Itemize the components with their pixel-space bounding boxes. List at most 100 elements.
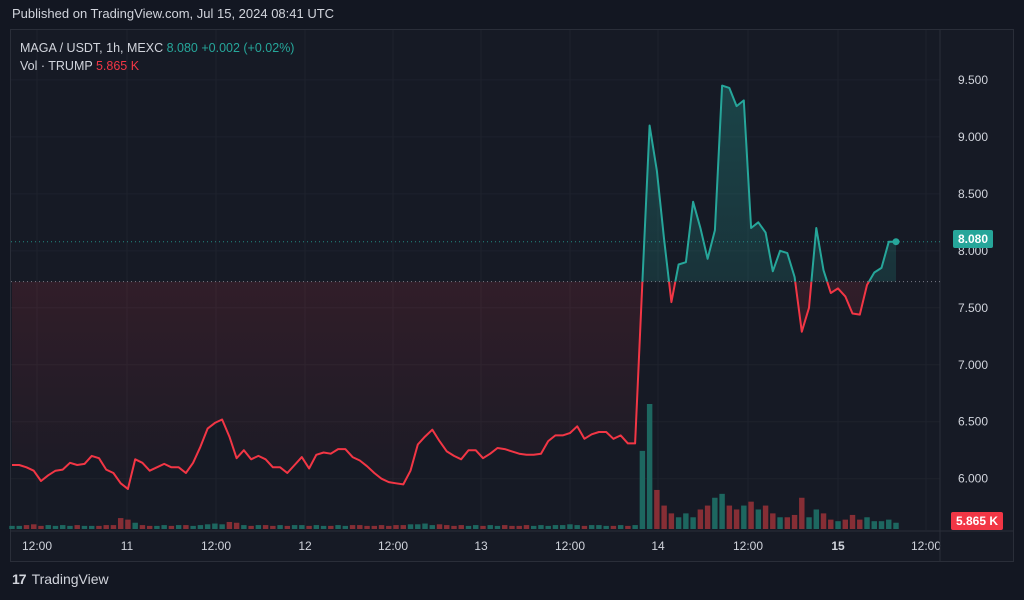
volume-bar: [386, 525, 392, 529]
volume-bar: [335, 525, 341, 529]
volume-bar: [117, 518, 124, 529]
x-tick-label: 12:00: [911, 539, 941, 553]
volume-bar: [697, 509, 704, 529]
volume-bar: [146, 525, 153, 529]
volume-bar: [603, 525, 609, 529]
volume-bar: [262, 525, 269, 529]
volume-bar: [770, 513, 776, 529]
footer-brand[interactable]: 17 TradingView: [12, 571, 109, 587]
volume-bar: [820, 513, 827, 529]
volume-bar: [299, 525, 305, 529]
volume-bar: [523, 525, 530, 529]
volume-bar: [212, 523, 218, 529]
volume-bar: [574, 525, 580, 529]
volume-bar: [857, 519, 863, 529]
volume-bar: [9, 525, 15, 529]
volume-bar: [661, 505, 667, 529]
volume-bar: [444, 525, 450, 529]
y-tick-label: 7.000: [958, 358, 988, 372]
volume-bar: [480, 525, 486, 529]
volume-bar: [219, 524, 225, 529]
x-tick-label: 12: [298, 539, 312, 553]
volume-bar: [400, 525, 406, 529]
last-price-dot: [892, 238, 900, 246]
volume-bar: [588, 525, 595, 529]
volume-bar: [393, 525, 399, 529]
volume-bar: [38, 525, 44, 529]
volume-bar: [110, 525, 117, 529]
x-tick-label: 12:00: [555, 539, 585, 553]
x-tick-label: 12:00: [733, 539, 763, 553]
area-below-baseline: [12, 281, 869, 489]
volume-bar: [378, 525, 385, 529]
volume-bar: [364, 525, 370, 529]
volume-bar: [81, 525, 88, 529]
volume-bar: [726, 505, 733, 529]
volume-bar: [617, 525, 624, 529]
volume-bar: [226, 521, 233, 529]
volume-bar: [755, 509, 762, 529]
volume-bar: [255, 525, 262, 529]
volume-bar: [320, 525, 327, 529]
volume-bar: [596, 525, 602, 529]
symbol-label[interactable]: MAGA / USDT, 1h, MEXC: [20, 41, 164, 55]
volume-bar: [835, 521, 841, 529]
legend-row-volume: Vol · TRUMP 5.865 K: [20, 57, 294, 75]
x-tick-label: 12:00: [22, 539, 52, 553]
volume-bar: [690, 517, 696, 529]
area-above-baseline: [12, 85, 896, 282]
volume-bar: [154, 525, 160, 529]
volume-bar: [125, 519, 131, 529]
volume-bar: [668, 513, 675, 529]
volume-bar: [451, 525, 457, 529]
volume-bar: [45, 525, 51, 529]
volume-bar: [60, 525, 66, 529]
volume-bar: [762, 505, 769, 529]
volume-bar: [23, 525, 30, 529]
volume-bar: [415, 524, 421, 529]
volume-bar: [328, 525, 334, 529]
volume-bar: [270, 525, 276, 529]
y-tick-label: 9.000: [958, 130, 988, 144]
volume-bar: [509, 525, 515, 529]
brand-name: TradingView: [31, 571, 109, 587]
volume-bar: [132, 522, 138, 529]
volume-bar: [654, 489, 660, 529]
volume-bar: [741, 505, 747, 529]
volume-bar: [538, 525, 544, 529]
volume-bar: [52, 525, 59, 529]
volume-bar: [473, 525, 479, 529]
volume-bar: [357, 525, 363, 529]
volume-bar: [567, 524, 573, 529]
volume-bar: [241, 525, 247, 529]
volume-bar: [704, 505, 711, 529]
volume-bar: [429, 525, 435, 529]
volume-value: 5.865 K: [95, 59, 140, 73]
volume-bar: [632, 525, 638, 529]
x-tick-label: 12:00: [378, 539, 408, 553]
volume-bar: [74, 525, 80, 529]
volume-bar: [806, 517, 812, 529]
volume-bar: [813, 509, 820, 529]
last-price: 8.080: [166, 41, 198, 55]
volume-bar: [719, 493, 725, 529]
volume-bar: [871, 521, 877, 529]
volume-bar: [204, 524, 211, 529]
y-tick-label: 6.500: [958, 415, 988, 429]
x-tick-label: 13: [474, 539, 488, 553]
volume-bar: [284, 525, 291, 529]
volume-bar: [248, 525, 254, 529]
volume-bar: [88, 525, 95, 529]
legend-row-symbol: MAGA / USDT, 1h, MEXC 8.080 +0.002 (+0.0…: [20, 39, 294, 57]
volume-bar: [559, 525, 566, 529]
volume-bar: [103, 525, 109, 529]
volume-bar: [96, 525, 102, 529]
volume-bar: [893, 522, 899, 529]
volume-label[interactable]: Vol · TRUMP: [20, 59, 93, 73]
price-change: +0.002 (+0.02%): [201, 41, 295, 55]
volume-bar: [748, 501, 754, 529]
volume-bar: [407, 524, 414, 529]
volume-bar: [422, 523, 428, 529]
volume-bar: [67, 525, 73, 529]
